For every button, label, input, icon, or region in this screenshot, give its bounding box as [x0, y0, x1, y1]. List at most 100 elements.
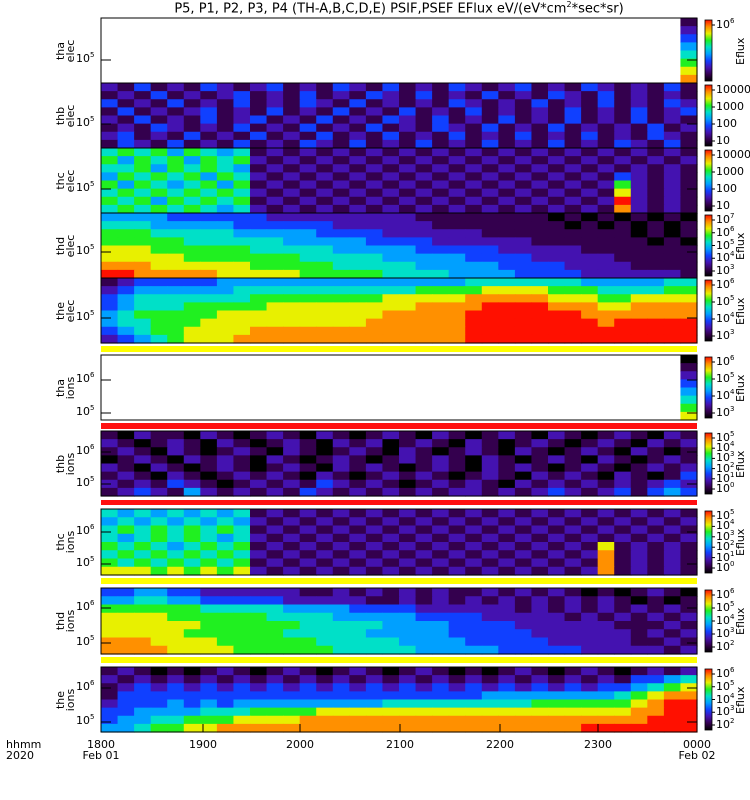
heatmap-cell	[548, 612, 566, 622]
heatmap-cell	[614, 604, 632, 614]
heatmap-cell	[630, 213, 648, 222]
heatmap-cell	[531, 517, 549, 527]
heatmap-cell	[332, 318, 350, 328]
heatmap-cell	[415, 204, 433, 214]
heatmap-cell	[216, 286, 235, 295]
heatmap-cell	[299, 715, 317, 725]
heatmap-cell	[216, 188, 235, 198]
tick-exponent: 7	[730, 212, 735, 220]
heatmap-cell	[481, 699, 499, 709]
heatmap-cell	[101, 439, 119, 448]
heatmap-cell	[597, 91, 615, 100]
heatmap-cell	[134, 604, 152, 614]
heatmap-cell	[630, 107, 648, 117]
heatmap-cell	[630, 180, 648, 190]
heatmap-cell	[548, 707, 566, 717]
heatmap-cell	[316, 645, 334, 655]
heatmap-cell	[316, 269, 334, 279]
heatmap-cell	[663, 588, 682, 597]
heatmap-cell	[581, 326, 599, 336]
heatmap-cell	[581, 645, 599, 655]
heatmap-cell	[134, 447, 152, 456]
heatmap-cell	[382, 455, 400, 465]
heatmap-cell	[299, 326, 317, 336]
heatmap-cell	[465, 550, 483, 560]
heatmap-cell	[581, 131, 599, 141]
heatmap-cell	[365, 156, 384, 165]
heatmap-cell	[183, 294, 201, 303]
heatmap-cell	[283, 91, 301, 100]
y-tick-label: 106	[76, 372, 94, 385]
heatmap-cell	[680, 172, 698, 182]
heatmap-cell	[349, 326, 367, 336]
heatmap-cell	[150, 558, 168, 568]
heatmap-cell	[514, 542, 533, 551]
tick-base: 10	[716, 550, 730, 564]
tick-exponent: 5	[90, 180, 95, 188]
heatmap-cell	[283, 196, 301, 206]
heatmap-cell	[498, 139, 516, 149]
heatmap-cell	[498, 479, 516, 489]
heatmap-cell	[597, 310, 615, 320]
heatmap-cell	[101, 723, 119, 733]
heatmap-cell	[680, 164, 698, 173]
colorbar-tick-label: 103	[716, 451, 734, 464]
heatmap-cell	[299, 533, 317, 543]
heatmap-cell	[630, 629, 648, 639]
heatmap-cell	[332, 439, 350, 448]
colorbar	[704, 19, 713, 82]
heatmap-cell	[597, 533, 615, 543]
heatmap-cell	[432, 229, 450, 238]
heatmap-cell	[647, 261, 665, 271]
heatmap-cell	[299, 550, 317, 560]
heatmap-cell	[266, 533, 284, 543]
heatmap-cell	[548, 517, 566, 527]
heatmap-cell	[283, 253, 301, 263]
heatmap-cell	[614, 107, 632, 117]
heatmap-cell	[399, 310, 417, 320]
heatmap-cell	[183, 645, 201, 655]
heatmap-cell	[200, 253, 218, 263]
heatmap-cell	[630, 172, 648, 182]
heatmap-cell	[481, 123, 499, 133]
heatmap-cell	[233, 123, 251, 133]
heatmap-cell	[448, 566, 466, 576]
heatmap-cell	[481, 229, 499, 238]
heatmap-cell	[332, 637, 350, 647]
heatmap-cell	[150, 471, 168, 481]
heatmap-cell	[101, 180, 119, 190]
heatmap-cell	[465, 487, 483, 497]
heatmap-cell	[481, 278, 499, 287]
heatmap-cell	[216, 326, 235, 336]
heatmap-cell	[299, 588, 317, 597]
heatmap-cell	[216, 302, 235, 312]
heatmap-cell	[531, 645, 549, 655]
heatmap-cell	[316, 213, 334, 222]
heatmap-cell	[680, 139, 698, 149]
heatmap-cell	[117, 691, 135, 701]
heatmap-cell	[349, 691, 367, 701]
heatmap-cell	[498, 204, 516, 214]
heatmap-cell	[415, 164, 433, 173]
heatmap-cell	[448, 533, 466, 543]
heatmap-cell	[647, 675, 665, 684]
heatmap-cell	[101, 517, 119, 527]
heatmap-cell	[316, 542, 334, 551]
y-label-species: ions	[64, 376, 77, 399]
heatmap-cell	[647, 91, 665, 100]
heatmap-cell	[448, 286, 466, 295]
heatmap-cell	[647, 558, 665, 568]
heatmap-cell	[167, 447, 185, 456]
heatmap-cell	[349, 148, 367, 157]
heatmap-cell	[283, 318, 301, 328]
heatmap-cell	[432, 707, 450, 717]
panel-y-label: tha elec	[54, 31, 77, 71]
heatmap-cell	[266, 318, 284, 328]
heatmap-cell	[514, 131, 533, 141]
heatmap-cell	[299, 566, 317, 576]
tick-base: 10	[716, 540, 730, 554]
heatmap-cell	[531, 107, 549, 117]
heatmap-cell	[101, 237, 119, 247]
heatmap-cell	[250, 204, 268, 214]
heatmap-cell	[630, 302, 648, 312]
